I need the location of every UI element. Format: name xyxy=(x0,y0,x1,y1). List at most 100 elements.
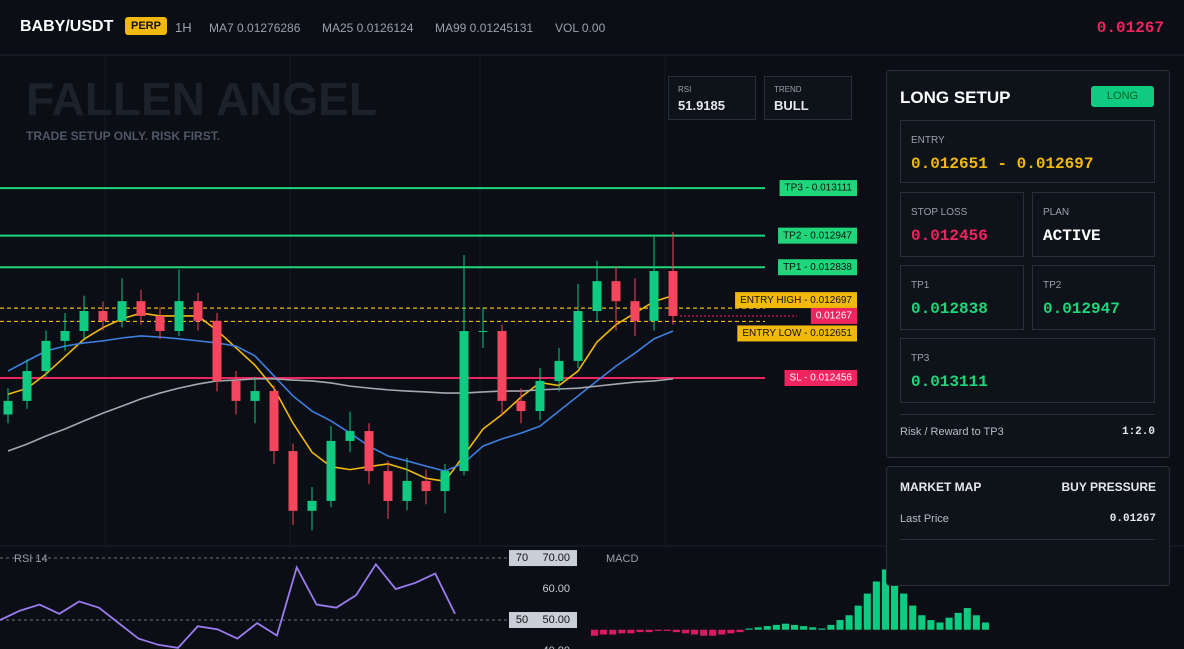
setup-panel: LONG SETUP LONG ENTRY 0.012651 - 0.012697… xyxy=(886,70,1170,458)
macd-bar xyxy=(745,628,753,630)
candle-body xyxy=(60,331,70,341)
candle-body xyxy=(22,371,32,401)
candle-body xyxy=(478,331,488,333)
macd-title: MACD xyxy=(606,553,638,565)
candle-body xyxy=(98,311,108,321)
market-title: MARKET MAP xyxy=(900,480,982,494)
rr-value: 1:2.0 xyxy=(1121,426,1155,438)
candle-body xyxy=(212,320,222,381)
candle-body xyxy=(573,311,583,361)
macd-bar xyxy=(663,629,671,631)
ma7: MA7 0.01276286 xyxy=(209,21,301,35)
candle-body xyxy=(307,500,317,511)
tagline: TRADE SETUP ONLY. RISK FIRST. xyxy=(26,129,220,143)
rsi-card-label: RSI xyxy=(678,85,692,94)
rsi-level-label: 70 xyxy=(516,552,528,564)
macd-bar xyxy=(727,629,735,634)
candle-body xyxy=(402,480,412,501)
macd-bar xyxy=(718,629,726,635)
candle-body xyxy=(497,331,507,401)
price-tag-bg xyxy=(778,227,857,244)
candle-body xyxy=(288,451,298,511)
candle-body xyxy=(364,431,374,472)
macd-bar xyxy=(827,624,835,630)
macd-bar xyxy=(609,629,617,635)
price-tag: TP2 - 0.012947 xyxy=(783,230,852,241)
market-status: BUY PRESSURE xyxy=(1061,480,1156,494)
tp2-card: TP2 0.012947 xyxy=(1032,265,1155,330)
price-tag: 0.01267 xyxy=(816,311,853,322)
macd-bar xyxy=(900,593,908,630)
price-tag: SL - 0.012456 xyxy=(790,373,853,384)
tp1-label: TP1 xyxy=(911,280,930,291)
macd-bar xyxy=(791,624,799,630)
entry-value: 0.012651 - 0.012697 xyxy=(911,155,1094,173)
divider xyxy=(900,414,1155,415)
watermark: FALLEN ANGEL xyxy=(26,73,377,125)
grid xyxy=(104,55,666,545)
macd-bar xyxy=(627,629,635,634)
macd-bar xyxy=(736,629,744,633)
price-tag-bg xyxy=(810,307,857,324)
price-tag-bg xyxy=(779,180,857,197)
ma99: MA99 0.01245131 xyxy=(435,21,534,35)
ma25: MA25 0.0126124 xyxy=(322,21,414,35)
y-tick-label: 50.00 xyxy=(542,614,570,626)
macd-bar xyxy=(681,629,689,634)
macd-bar xyxy=(818,628,826,630)
trend-card: TREND BULL xyxy=(764,76,852,120)
divider xyxy=(900,539,1155,540)
candle-body xyxy=(174,301,184,332)
candle-body xyxy=(516,400,526,412)
price-tag: ENTRY HIGH - 0.012697 xyxy=(740,295,852,306)
macd-bar xyxy=(954,612,962,630)
macd-bar xyxy=(854,605,862,630)
macd-bar xyxy=(772,624,780,630)
vol: VOL 0.00 xyxy=(555,21,606,35)
trend-card-value: BULL xyxy=(774,98,809,113)
macd-bar xyxy=(700,629,708,636)
price-tag-bg xyxy=(778,259,857,276)
macd-bar xyxy=(891,579,899,630)
macd-bar xyxy=(981,622,989,630)
y-tick-label: 70.00 xyxy=(542,552,570,564)
pair: BABY/USDT xyxy=(20,18,114,35)
candle-body xyxy=(41,340,51,372)
candle-body xyxy=(326,440,336,501)
plan-label: PLAN xyxy=(1043,207,1070,218)
badge: PERP xyxy=(125,17,167,35)
macd-bar xyxy=(972,615,980,630)
candle-body xyxy=(79,311,89,332)
rsi-level-label: 50 xyxy=(516,614,528,626)
candle-body xyxy=(459,331,469,472)
macd-bar xyxy=(591,629,599,636)
ma-line xyxy=(7,378,674,452)
macd-bar xyxy=(836,620,844,630)
price-tag-bg xyxy=(737,325,857,342)
macd-bar xyxy=(845,615,853,630)
market-map: MARKET MAP BUY PRESSURE Last Price 0.012… xyxy=(886,466,1170,586)
setup-badge[interactable]: LONG xyxy=(1091,86,1154,107)
setup-title: LONG SETUP xyxy=(900,88,1011,107)
macd-bar xyxy=(945,617,953,630)
ma-line xyxy=(7,330,674,472)
macd-bar xyxy=(936,622,944,630)
candle-body xyxy=(440,471,450,492)
candle-body xyxy=(155,315,165,332)
candle-body xyxy=(250,391,260,401)
macd-bar xyxy=(909,605,917,630)
y-tick-label: 60.00 xyxy=(542,583,570,595)
tp3-value: 0.013111 xyxy=(911,373,988,391)
candle-body xyxy=(231,380,241,401)
market-last-value: 0.01267 xyxy=(1109,513,1156,525)
rr-label: Risk / Reward to TP3 xyxy=(900,426,1004,438)
candle-body xyxy=(117,301,127,321)
candle-body xyxy=(136,301,146,316)
price-tag-bg xyxy=(784,369,857,386)
interval[interactable]: 1H xyxy=(175,20,192,35)
price-tag-bg xyxy=(735,292,857,309)
rsi-line xyxy=(0,562,456,649)
candle-body xyxy=(345,431,355,441)
macd-bar xyxy=(672,629,680,633)
macd-bar xyxy=(763,626,771,630)
